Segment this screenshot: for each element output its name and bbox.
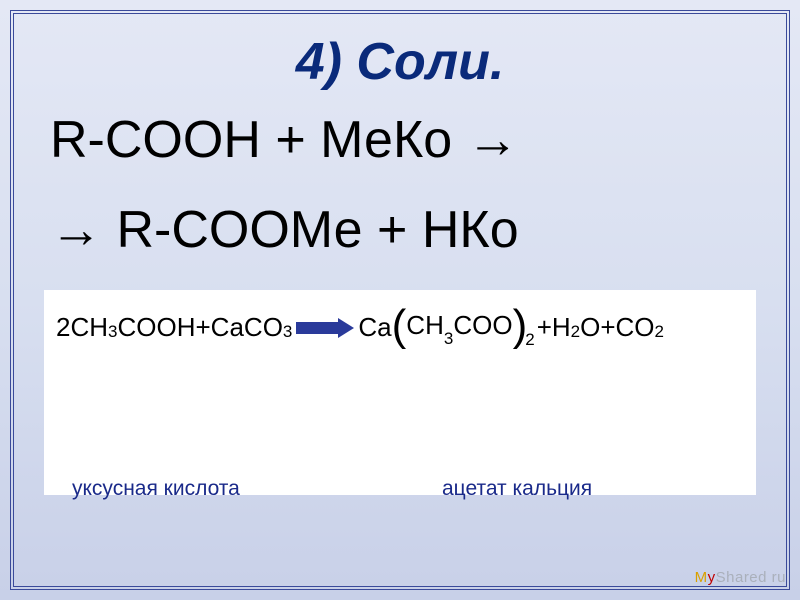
lparen-icon: ( xyxy=(392,312,407,340)
prod-paren: (CH3COO)2 xyxy=(392,310,537,345)
prod-co2-sub: 2 xyxy=(655,322,664,342)
prod-ca: Ca xyxy=(358,312,391,343)
prod-co2-a: O+CO xyxy=(580,312,654,343)
lhs-sub3: 3 xyxy=(108,322,117,342)
reaction-arrow-icon xyxy=(296,320,354,336)
prod-inner-coo: COO xyxy=(453,310,512,340)
prod-inner-sub: 3 xyxy=(444,329,453,348)
watermark-y: y xyxy=(708,569,716,586)
label-acetic-acid: уксусная кислота xyxy=(72,477,240,501)
watermark: MyShared ru xyxy=(695,569,786,586)
general-reaction-line1: R-COOH + МеКо → xyxy=(50,110,768,170)
lhs-rest: COOH+CaCO xyxy=(118,312,283,343)
slide-title: 4) Соли. xyxy=(32,32,768,92)
prod-inner-ch: CH xyxy=(406,310,444,340)
prod-h2o-a: +H xyxy=(537,312,571,343)
label-calcium-acetate: ацетат кальция xyxy=(442,477,592,501)
detail-equation-box: 2CH3COOH+CaCO3 Ca(CH3COO)2+H2O+CO2 уксус… xyxy=(44,290,756,495)
watermark-rest: Shared ru xyxy=(716,569,786,586)
prod-outer-sub: 2 xyxy=(525,330,534,350)
general-reaction-line2: → R-COOМе + HКо xyxy=(50,200,768,260)
detail-equation: 2CH3COOH+CaCO3 Ca(CH3COO)2+H2O+CO2 xyxy=(56,310,744,345)
lhs-ch: CH xyxy=(70,312,108,343)
prod-h2o-sub: 2 xyxy=(571,322,580,342)
watermark-m: M xyxy=(695,569,708,586)
lhs-sub3b: 3 xyxy=(283,322,292,342)
coef-2: 2 xyxy=(56,312,70,343)
slide-border: 4) Соли. R-COOH + МеКо → → R-COOМе + HКо… xyxy=(10,10,790,590)
